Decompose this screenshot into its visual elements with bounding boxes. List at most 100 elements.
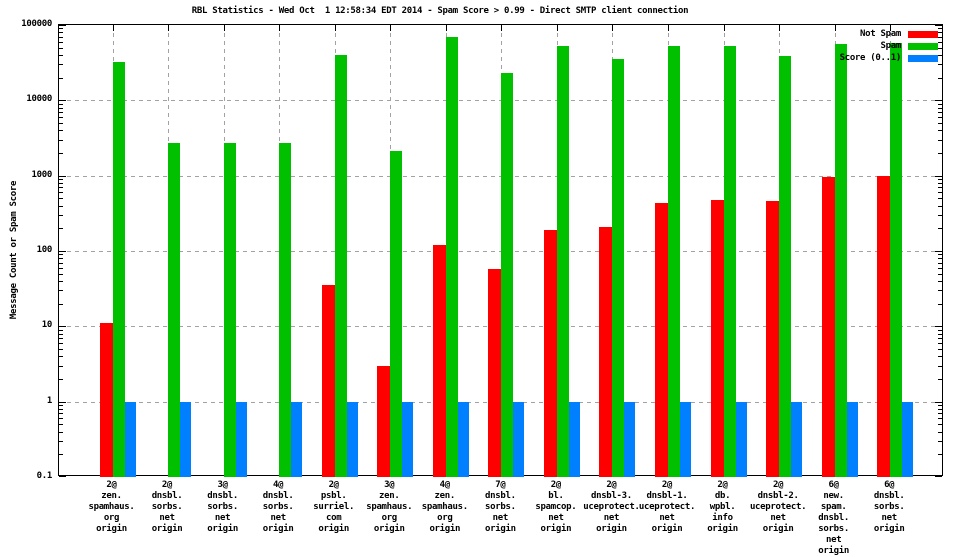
x-tick xyxy=(168,25,170,31)
bar-spam xyxy=(279,143,292,477)
bar-score xyxy=(902,401,914,477)
y-minor-tick xyxy=(59,454,63,456)
y-minor-tick xyxy=(59,139,63,141)
y-tick-label: 0.1 xyxy=(36,471,53,481)
y-major-tick xyxy=(935,326,942,328)
y-minor-tick xyxy=(938,64,942,66)
y-minor-tick xyxy=(938,41,942,43)
bar-spam xyxy=(779,55,792,477)
bar-score xyxy=(624,401,636,477)
x-tick-label: 2@ dnsbl-2. uceprotect. net origin xyxy=(749,480,807,534)
y-major-tick xyxy=(59,100,66,102)
y-minor-tick xyxy=(938,303,942,305)
y-minor-tick xyxy=(59,64,63,66)
x-tick xyxy=(612,25,614,31)
y-minor-tick xyxy=(59,187,63,189)
y-minor-tick xyxy=(938,179,942,181)
y-minor-tick xyxy=(938,187,942,189)
bar-not-spam xyxy=(655,202,668,477)
bar-score xyxy=(791,401,803,477)
y-minor-tick xyxy=(938,258,942,260)
y-minor-tick xyxy=(59,112,63,113)
x-tick xyxy=(390,25,392,31)
y-minor-tick xyxy=(59,36,63,38)
y-minor-tick xyxy=(938,378,942,380)
y-minor-tick xyxy=(59,365,63,367)
y-minor-tick xyxy=(938,338,942,339)
bar-score xyxy=(846,401,858,477)
y-major-tick xyxy=(59,401,66,403)
bar-score xyxy=(180,401,192,477)
y-minor-tick xyxy=(938,329,942,331)
y-minor-tick xyxy=(938,333,942,335)
y-minor-tick xyxy=(59,117,63,119)
bar-score xyxy=(124,401,136,477)
y-minor-tick xyxy=(938,182,942,184)
legend-row: Score (0..1) xyxy=(840,53,938,63)
bar-spam xyxy=(112,62,125,477)
y-minor-tick xyxy=(59,290,63,292)
y-minor-tick xyxy=(59,77,63,79)
y-major-tick xyxy=(59,175,66,177)
bar-score xyxy=(402,401,414,477)
legend-swatch xyxy=(908,54,938,62)
x-tick-label: 2@ bl. spamcop. net origin xyxy=(535,480,577,534)
chart-title: RBL Statistics - Wed Oct 1 12:58:34 EDT … xyxy=(191,6,689,16)
y-gridline xyxy=(59,100,942,102)
bar-not-spam xyxy=(99,323,113,477)
y-minor-tick xyxy=(59,349,63,350)
y-minor-tick xyxy=(938,454,942,456)
x-tick-label: 3@ dnsbl. sorbs. net origin xyxy=(207,480,238,534)
y-minor-tick xyxy=(59,338,63,339)
x-tick xyxy=(445,25,447,31)
y-minor-tick xyxy=(59,441,63,443)
y-minor-tick xyxy=(938,205,942,207)
x-tick xyxy=(501,25,503,31)
y-minor-tick xyxy=(938,365,942,367)
y-major-tick xyxy=(935,251,942,252)
bar-spam xyxy=(834,43,847,477)
y-tick-label: 100 xyxy=(36,245,53,255)
y-minor-tick xyxy=(938,228,942,230)
x-tick xyxy=(334,25,336,31)
bar-spam xyxy=(445,36,458,477)
y-minor-tick xyxy=(59,192,63,194)
y-minor-tick xyxy=(59,179,63,181)
y-minor-tick xyxy=(59,267,63,269)
x-tick-label: 7@ dnsbl. sorbs. net origin xyxy=(484,480,516,534)
bar-score xyxy=(235,401,247,477)
bar-score xyxy=(513,401,525,477)
bar-spam xyxy=(556,45,569,477)
y-minor-tick xyxy=(938,198,942,200)
y-minor-tick xyxy=(938,273,942,275)
y-minor-tick xyxy=(938,356,942,358)
y-minor-tick xyxy=(59,107,63,109)
x-tick-label: 3@ zen. spamhaus. org origin xyxy=(366,480,413,534)
bar-spam xyxy=(223,143,236,477)
y-minor-tick xyxy=(59,28,63,30)
y-minor-tick xyxy=(938,192,942,194)
y-minor-tick xyxy=(938,349,942,350)
y-major-tick xyxy=(59,251,66,252)
y-minor-tick xyxy=(59,356,63,358)
plot-area: Not Spam Spam Score (0..1) xyxy=(58,24,943,477)
x-tick-label: 2@ zen. spamhaus. org origin xyxy=(88,480,135,534)
y-minor-tick xyxy=(938,280,942,282)
x-tick xyxy=(834,25,836,31)
bar-spam xyxy=(668,45,680,477)
bar-not-spam xyxy=(377,365,391,477)
y-minor-tick xyxy=(938,431,942,433)
y-minor-tick xyxy=(938,139,942,141)
x-tick xyxy=(556,25,558,31)
bar-score xyxy=(680,401,691,477)
y-minor-tick xyxy=(59,378,63,380)
y-major-tick xyxy=(935,401,942,403)
y-minor-tick xyxy=(59,273,63,275)
x-tick-label: 2@ db. wpbl. info origin xyxy=(707,480,738,534)
y-tick-label: 1000 xyxy=(31,169,53,180)
y-minor-tick xyxy=(938,290,942,292)
bar-not-spam xyxy=(432,245,446,477)
x-tick-label: 2@ dnsbl-3. uceprotect. net origin xyxy=(583,480,640,534)
y-minor-tick xyxy=(59,431,63,433)
legend-row: Not Spam xyxy=(840,29,938,39)
